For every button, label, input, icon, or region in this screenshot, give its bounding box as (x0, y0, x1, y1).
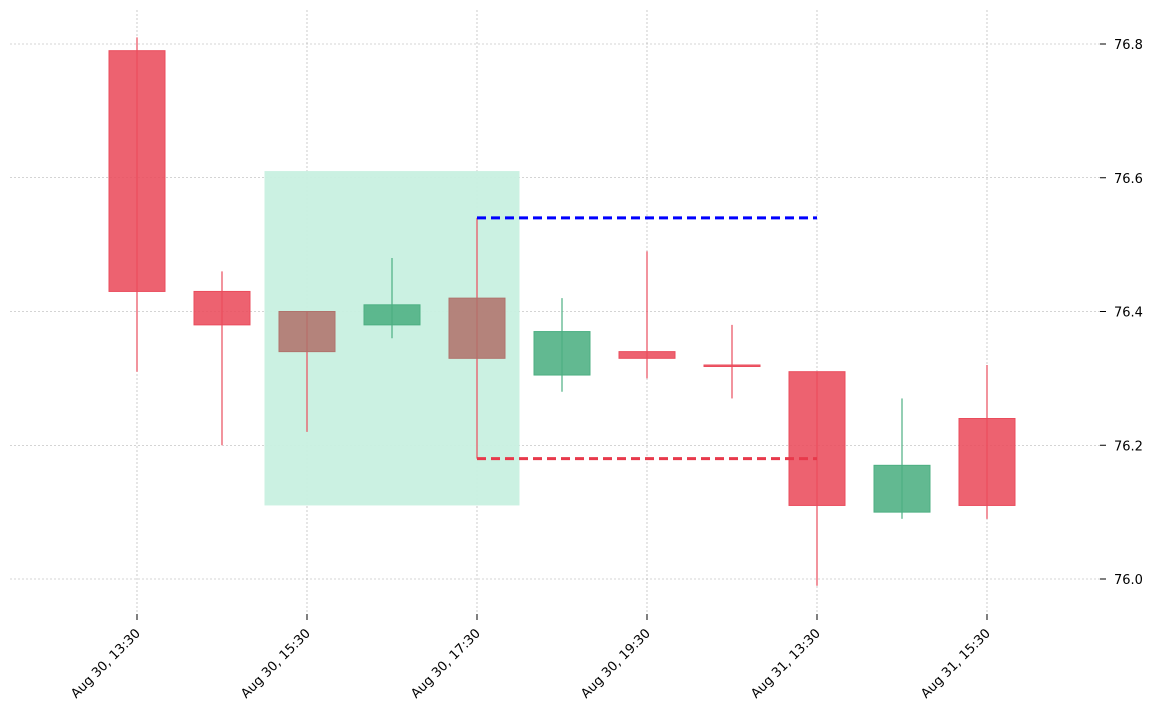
y-tick-label: 76.2 (1114, 439, 1143, 454)
candle-body (703, 364, 761, 367)
candle-body (193, 290, 251, 326)
x-tick-label: Aug 30, 15:30 (238, 626, 314, 702)
x-tick-label: Aug 30, 19:30 (578, 626, 654, 702)
y-tick-label: 76.0 (1114, 573, 1143, 588)
levels-layer (477, 216, 817, 461)
candle-body (788, 371, 846, 506)
candle-body (958, 418, 1016, 506)
candle-body (363, 304, 421, 326)
candle-body (533, 331, 591, 376)
y-tick-label: 76.8 (1114, 38, 1143, 53)
candle-body (618, 351, 676, 359)
candles-layer (108, 37, 1016, 586)
x-tick-label: Aug 31, 15:30 (918, 626, 994, 702)
grid-layer (10, 10, 1100, 614)
x-tick-label: Aug 30, 13:30 (68, 626, 144, 702)
candle-body (448, 297, 506, 359)
x-tick-label: Aug 30, 17:30 (408, 626, 484, 702)
y-tick-label: 76.4 (1114, 306, 1143, 321)
x-tick-label: Aug 31, 13:30 (748, 626, 824, 702)
axes-layer: 76.0 76.2 76.4 76.6 76.8 Aug 30, 13:30 Aug 30,… (68, 38, 1143, 702)
y-tick-label: 76.6 (1114, 172, 1143, 187)
candle-body (278, 311, 336, 353)
candle-body (873, 464, 931, 513)
candle-body (108, 50, 166, 292)
